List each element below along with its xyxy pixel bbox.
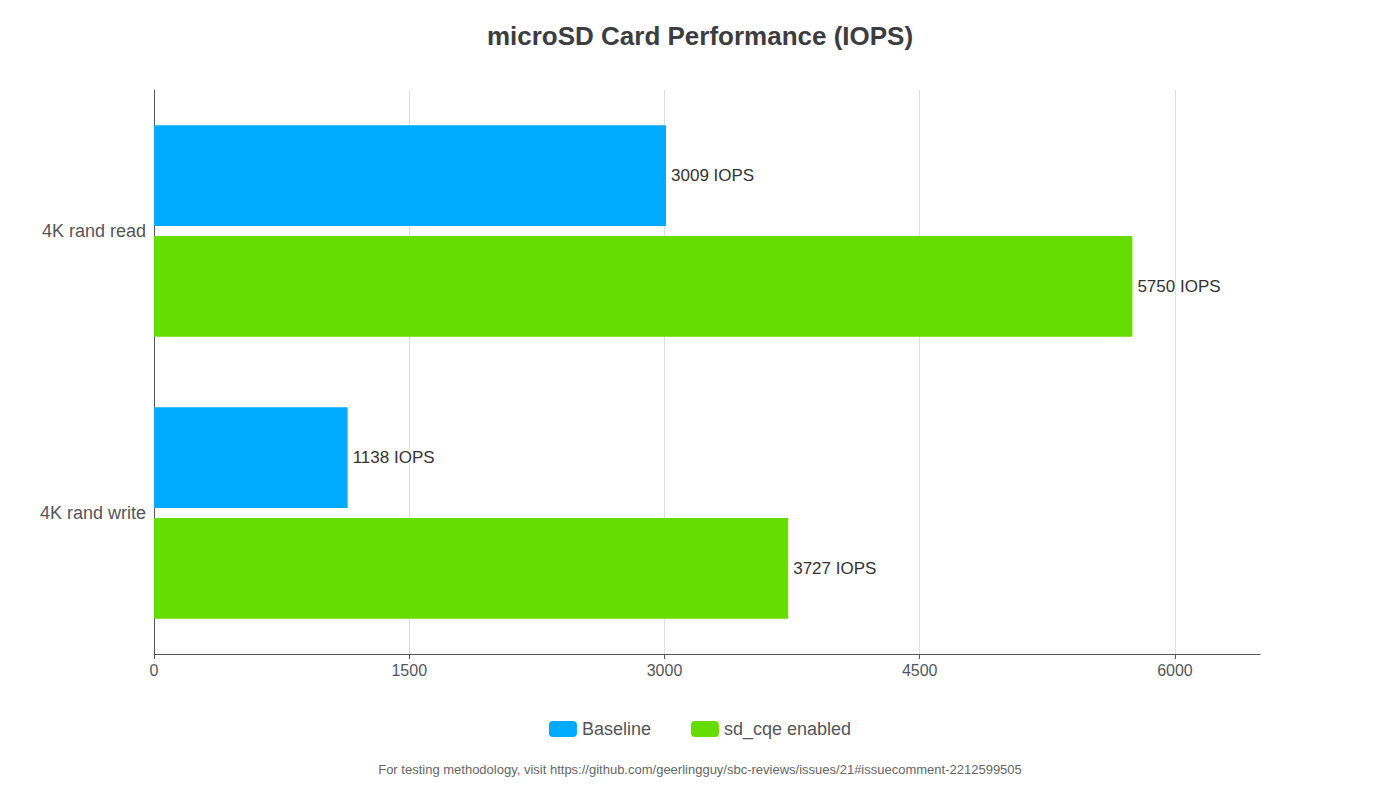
svg-text:sd_cqe enabled: sd_cqe enabled	[724, 719, 851, 740]
svg-text:3727 IOPS: 3727 IOPS	[793, 559, 876, 578]
svg-text:1138 IOPS: 1138 IOPS	[353, 448, 435, 467]
svg-text:microSD Card Performance (IOPS: microSD Card Performance (IOPS)	[487, 21, 913, 51]
svg-text:5750 IOPS: 5750 IOPS	[1137, 277, 1220, 296]
svg-text:4K rand write: 4K rand write	[40, 503, 146, 523]
svg-text:3000: 3000	[647, 662, 683, 679]
svg-text:4500: 4500	[902, 662, 938, 679]
svg-text:6000: 6000	[1157, 662, 1193, 679]
svg-text:4K rand read: 4K rand read	[42, 221, 146, 241]
svg-text:1500: 1500	[391, 662, 427, 679]
svg-text:Baseline: Baseline	[582, 719, 651, 739]
svg-text:3009 IOPS: 3009 IOPS	[671, 166, 754, 185]
svg-text:For testing methodology, visit: For testing methodology, visit https://g…	[378, 762, 1022, 777]
svg-text:0: 0	[150, 662, 159, 679]
